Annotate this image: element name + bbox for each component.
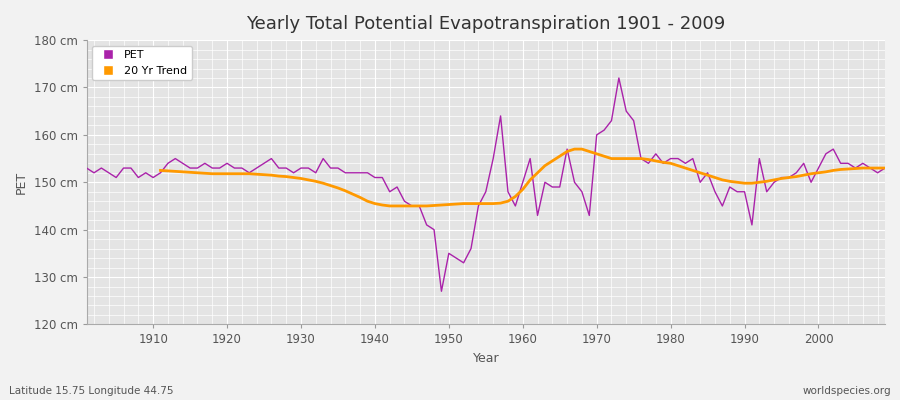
X-axis label: Year: Year	[472, 352, 500, 365]
Legend: PET, 20 Yr Trend: PET, 20 Yr Trend	[92, 46, 192, 80]
Title: Yearly Total Potential Evapotranspiration 1901 - 2009: Yearly Total Potential Evapotranspiratio…	[247, 15, 725, 33]
Text: Latitude 15.75 Longitude 44.75: Latitude 15.75 Longitude 44.75	[9, 386, 174, 396]
Y-axis label: PET: PET	[15, 171, 28, 194]
Text: worldspecies.org: worldspecies.org	[803, 386, 891, 396]
